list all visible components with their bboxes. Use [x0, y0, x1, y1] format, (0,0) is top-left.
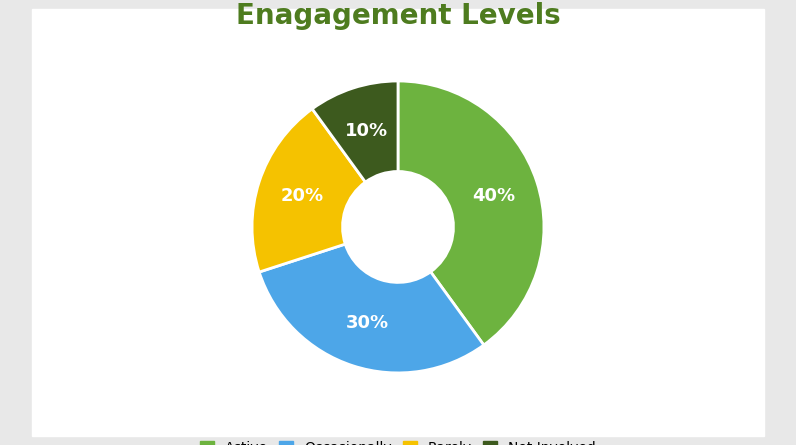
Text: 30%: 30%	[345, 314, 388, 332]
Title: Enagagement Levels: Enagagement Levels	[236, 2, 560, 30]
Wedge shape	[312, 81, 398, 182]
Wedge shape	[259, 244, 484, 373]
Text: 40%: 40%	[472, 187, 515, 205]
Wedge shape	[398, 81, 544, 345]
Legend: Active, Occasionally, Rarely, Not Involved: Active, Occasionally, Rarely, Not Involv…	[194, 436, 602, 445]
Text: 20%: 20%	[281, 187, 324, 205]
Text: 10%: 10%	[345, 122, 388, 140]
Wedge shape	[252, 109, 365, 272]
